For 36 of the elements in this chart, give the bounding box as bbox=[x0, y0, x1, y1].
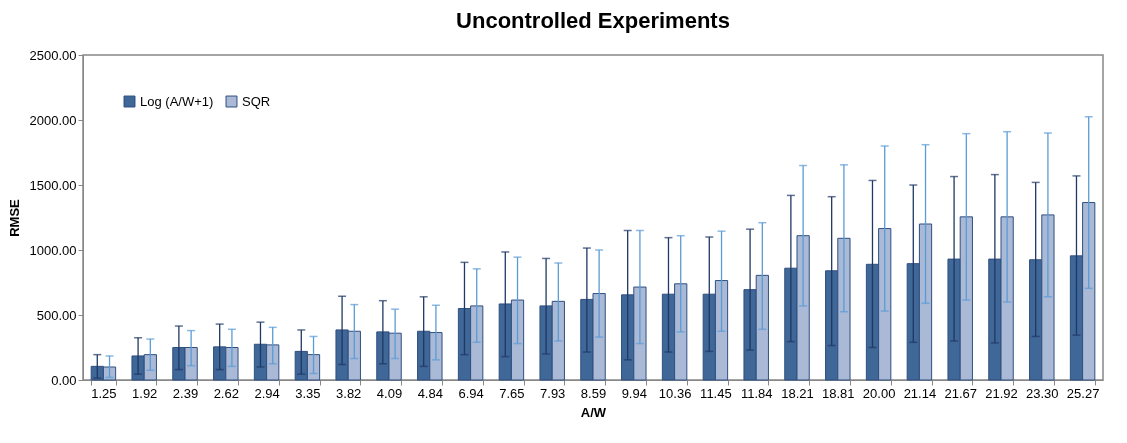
legend-label: SQR bbox=[242, 93, 271, 109]
x-tick-label: 1.92 bbox=[132, 385, 158, 401]
x-tick-label: 6.94 bbox=[458, 385, 484, 401]
y-tick-label: 0.00 bbox=[51, 372, 77, 388]
chart-title: Uncontrolled Experiments bbox=[456, 8, 730, 33]
x-tick-label: 21.92 bbox=[985, 385, 1018, 401]
x-tick-label: 23.30 bbox=[1026, 385, 1059, 401]
x-tick-label: 2.62 bbox=[213, 385, 239, 401]
y-axis-title: RMSE bbox=[6, 198, 22, 237]
x-tick-label: 7.65 bbox=[499, 385, 525, 401]
x-tick-label: 1.25 bbox=[91, 385, 117, 401]
x-tick-label: 18.21 bbox=[781, 385, 814, 401]
y-tick-label: 2000.00 bbox=[29, 112, 77, 128]
x-tick-label: 21.14 bbox=[903, 385, 937, 401]
x-tick-label: 4.84 bbox=[417, 385, 443, 401]
y-tick-label: 1000.00 bbox=[29, 242, 77, 258]
x-tick-label: 11.45 bbox=[700, 385, 732, 401]
x-tick-label: 21.67 bbox=[944, 385, 977, 401]
x-tick-label: 25.27 bbox=[1066, 385, 1100, 401]
x-tick-label: 8.59 bbox=[580, 385, 607, 401]
x-tick-label: 20.00 bbox=[862, 385, 896, 401]
x-tick-label: 2.39 bbox=[172, 385, 199, 401]
x-tick-label: 11.84 bbox=[740, 385, 773, 401]
y-tick-label: 500.00 bbox=[36, 307, 77, 323]
x-tick-label: 7.93 bbox=[540, 385, 566, 401]
x-tick-label: 18.81 bbox=[822, 385, 855, 401]
x-tick-label: 2.94 bbox=[254, 385, 280, 401]
x-tick-label: 9.94 bbox=[621, 385, 647, 401]
x-tick-label: 3.82 bbox=[336, 385, 362, 401]
x-tick-label: 4.09 bbox=[376, 385, 403, 401]
x-tick-label: 10.36 bbox=[658, 385, 692, 401]
y-tick-label: 2500.00 bbox=[29, 47, 77, 63]
x-tick-label: 3.35 bbox=[295, 385, 321, 401]
legend-label: Log (A/W+1) bbox=[140, 93, 214, 109]
y-tick-label: 1500.00 bbox=[29, 177, 77, 193]
x-axis-title: A/W bbox=[580, 404, 607, 420]
